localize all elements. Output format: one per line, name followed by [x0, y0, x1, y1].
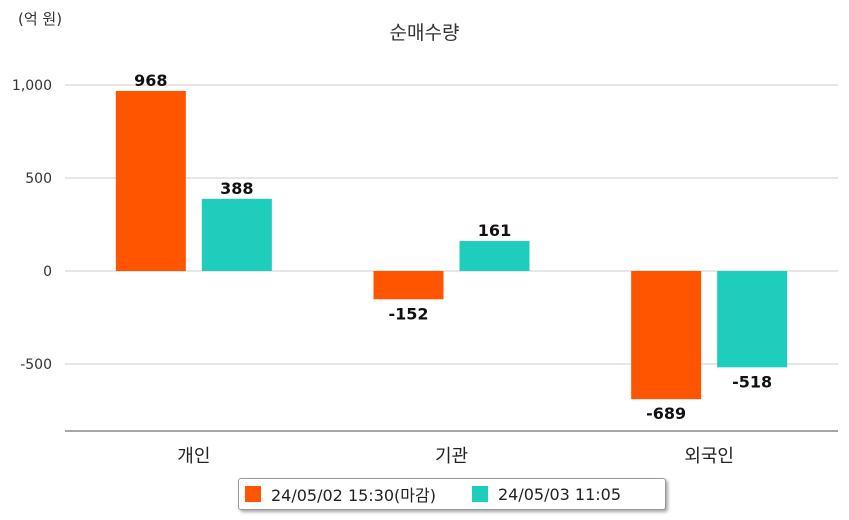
- data-label: -152: [388, 304, 428, 323]
- x-tick-label: 개인: [177, 446, 210, 467]
- bar-series-2: [717, 271, 788, 368]
- data-label: 968: [134, 71, 167, 90]
- y-tick-label: -500: [20, 357, 52, 373]
- y-tick-label: 500: [25, 171, 52, 187]
- bar-series-2: [459, 241, 530, 271]
- bar-series-1: [115, 90, 186, 272]
- data-label: 388: [220, 179, 253, 198]
- legend-swatch-series-1: [245, 486, 261, 502]
- legend-item-series-2[interactable]: 24/05/03 11:05: [471, 484, 622, 504]
- x-tick-label: 기관: [435, 446, 468, 467]
- data-label: -689: [646, 404, 686, 423]
- data-label: -518: [732, 372, 772, 391]
- bar-series-1: [631, 271, 702, 400]
- legend-label-series-1: 24/05/02 15:30(마감): [271, 486, 436, 505]
- y-tick-label: 1,000: [12, 78, 52, 94]
- x-tick-label: 외국인: [684, 446, 734, 467]
- y-tick-label: 0: [43, 264, 52, 280]
- bar-series-2: [201, 198, 272, 271]
- legend-label-series-2: 24/05/03 11:05: [497, 484, 622, 504]
- legend-swatch-series-2: [471, 486, 488, 502]
- legend: 24/05/02 15:30(마감) 24/05/03 11:05: [238, 478, 666, 510]
- data-label: 161: [478, 221, 511, 240]
- bar-series-1: [373, 271, 444, 300]
- chart-title: 순매수량: [389, 22, 460, 44]
- unit-label: (억 원): [18, 10, 63, 28]
- legend-item-series-1[interactable]: 24/05/02 15:30(마감): [245, 482, 436, 506]
